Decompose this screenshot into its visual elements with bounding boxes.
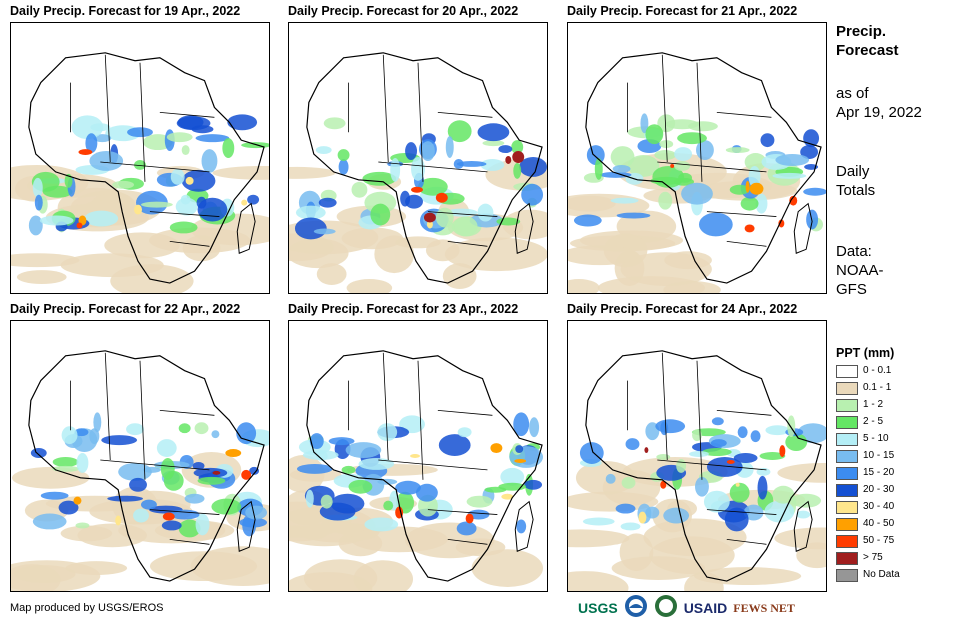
legend-label: 5 - 10 <box>863 433 889 444</box>
map-graphic <box>11 350 269 591</box>
forecast-panel-5: Daily Precip. Forecast for 23 Apr., 2022 <box>288 302 548 592</box>
legend-swatch <box>836 433 858 446</box>
precip-map <box>288 22 548 294</box>
map-graphic <box>568 350 826 591</box>
data-line3: GFS <box>836 281 867 298</box>
legend-swatch <box>836 501 858 514</box>
map-graphic <box>289 350 544 591</box>
precip-map <box>10 320 270 592</box>
precip-map <box>288 320 548 592</box>
legend-swatch <box>836 382 858 395</box>
side-title-line1: Precip. <box>836 23 887 40</box>
legend-label: 15 - 20 <box>863 467 895 478</box>
legend-item: 5 - 10 <box>836 432 894 449</box>
legend-swatch <box>836 552 858 565</box>
asof-line2: Apr 19, 2022 <box>836 104 922 121</box>
precip-map <box>10 22 270 294</box>
legend-label: 10 - 15 <box>863 450 895 461</box>
legend-item: 50 - 75 <box>836 534 894 551</box>
forecast-panel-4: Daily Precip. Forecast for 22 Apr., 2022 <box>10 302 270 592</box>
asof-line1: as of <box>836 85 869 102</box>
noaa-logo <box>624 594 648 623</box>
panel-title: Daily Precip. Forecast for 24 Apr., 2022 <box>567 302 798 316</box>
legend-label: 40 - 50 <box>863 518 895 529</box>
panel-title: Daily Precip. Forecast for 23 Apr., 2022 <box>288 302 519 316</box>
map-graphic <box>11 52 269 293</box>
totals-line1: Daily <box>836 163 870 180</box>
panel-title: Daily Precip. Forecast for 20 Apr., 2022 <box>288 4 519 18</box>
legend-swatch <box>836 399 858 412</box>
legend-rows: 0 - 0.1 0.1 - 1 1 - 2 2 - 5 5 - 10 10 - 15 15 … <box>836 364 900 585</box>
legend-label: 0 - 0.1 <box>863 365 892 376</box>
precip-map <box>567 22 827 294</box>
forecast-panel-3: Daily Precip. Forecast for 21 Apr., 2022 <box>567 4 827 294</box>
forecast-panel-2: Daily Precip. Forecast for 20 Apr., 2022 <box>288 4 548 294</box>
legend-swatch <box>836 518 858 531</box>
legend-item: 2 - 5 <box>836 415 894 432</box>
legend-label: No Data <box>863 569 900 580</box>
fews-net-logo: FEWS NET <box>733 600 795 615</box>
legend-item: 40 - 50 <box>836 517 894 534</box>
legend-swatch <box>836 535 858 548</box>
usda-logo <box>654 594 678 623</box>
map-graphic <box>568 52 826 293</box>
legend-item: 1 - 2 <box>836 398 894 415</box>
agency-logos: USGS USAID FEWS NET <box>578 594 795 623</box>
legend-title: PPT (mm) <box>836 346 895 360</box>
legend-swatch <box>836 569 858 582</box>
totals-line2: Totals <box>836 182 876 199</box>
legend-label: 20 - 30 <box>863 484 895 495</box>
legend-item: 0.1 - 1 <box>836 381 894 398</box>
map-graphic <box>289 52 547 293</box>
usaid-logo: USAID <box>683 600 728 616</box>
legend-item: No Data <box>836 568 900 585</box>
forecast-panel-6: Daily Precip. Forecast for 24 Apr., 2022 <box>567 302 827 592</box>
precip-legend: PPT (mm) 0 - 0.1 0.1 - 1 1 - 2 2 - 5 5 - 10 1… <box>836 346 900 585</box>
forecast-panel-1: Daily Precip. Forecast for 19 Apr., 2022 <box>10 4 270 294</box>
legend-label: 30 - 40 <box>863 501 895 512</box>
precip-map <box>567 320 827 592</box>
legend-label: 0.1 - 1 <box>863 382 892 393</box>
legend-label: 50 - 75 <box>863 535 895 546</box>
legend-swatch <box>836 416 858 429</box>
side-title-line2: Forecast <box>836 42 899 59</box>
legend-item: 20 - 30 <box>836 483 894 500</box>
data-line2: NOAA- <box>836 262 884 279</box>
panel-title: Daily Precip. Forecast for 19 Apr., 2022 <box>10 4 241 18</box>
legend-item: 10 - 15 <box>836 449 894 466</box>
legend-swatch <box>836 365 858 378</box>
legend-item: 15 - 20 <box>836 466 894 483</box>
legend-swatch <box>836 467 858 480</box>
legend-swatch <box>836 450 858 463</box>
legend-swatch <box>836 484 858 497</box>
legend-label: 2 - 5 <box>863 416 884 427</box>
legend-item: 0 - 0.1 <box>836 364 894 381</box>
legend-label: 1 - 2 <box>863 399 884 410</box>
legend-item: 30 - 40 <box>836 500 894 517</box>
legend-item: > 75 <box>836 551 894 568</box>
data-line1: Data: <box>836 243 872 260</box>
panel-title: Daily Precip. Forecast for 22 Apr., 2022 <box>10 302 241 316</box>
usgs-logo: USGS <box>578 600 618 616</box>
legend-label: > 75 <box>863 552 883 563</box>
map-credit: Map produced by USGS/EROS <box>10 602 164 614</box>
panel-title: Daily Precip. Forecast for 21 Apr., 2022 <box>567 4 798 18</box>
